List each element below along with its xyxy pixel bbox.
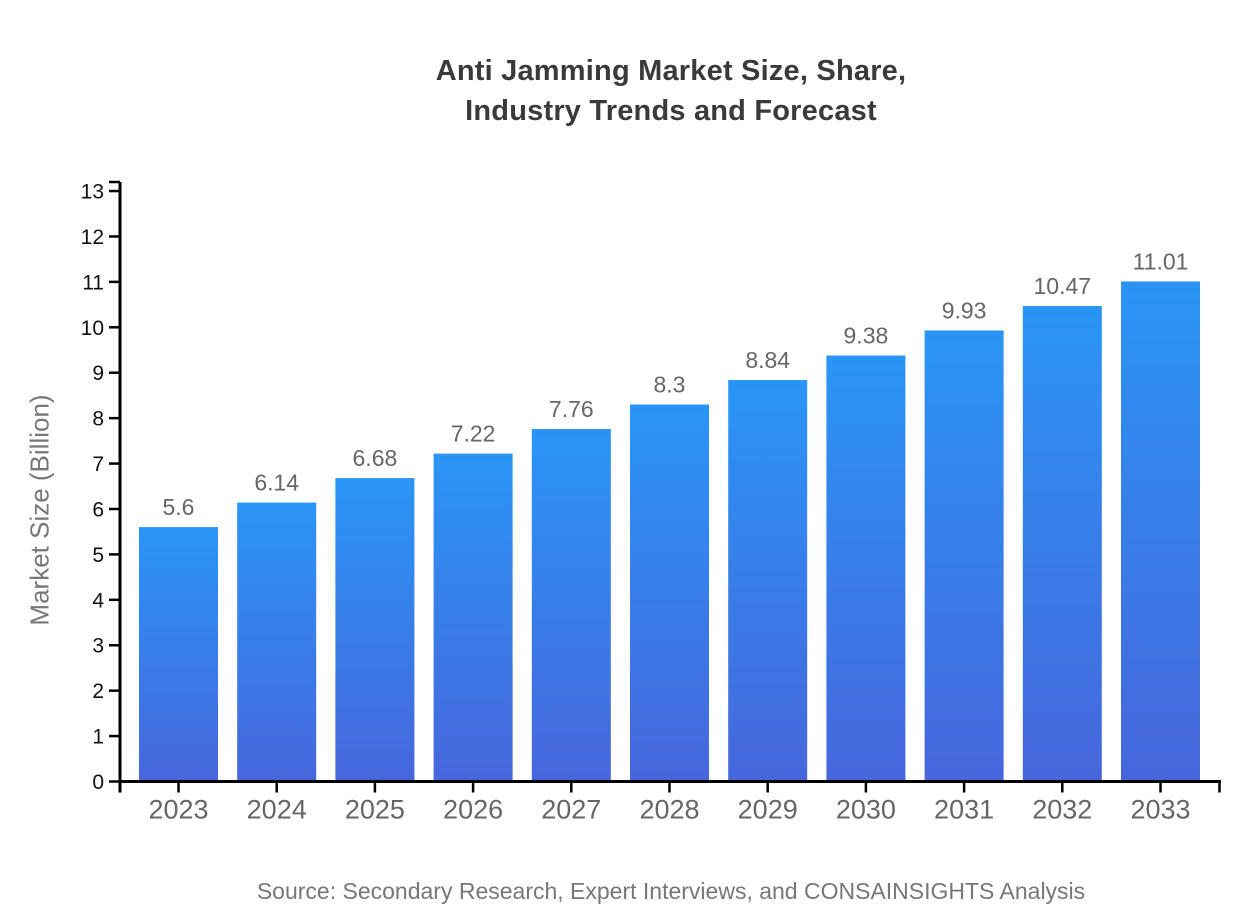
- x-tick-label: 2024: [247, 795, 307, 825]
- bar-2030: [826, 355, 906, 782]
- source-note: Source: Secondary Research, Expert Inter…: [256, 878, 1086, 904]
- x-tick-label: 2023: [148, 795, 208, 825]
- bar-2026: [433, 453, 513, 782]
- x-tick-label: 2026: [443, 795, 503, 825]
- y-tick-label: 11: [82, 271, 104, 294]
- x-tick-label: 2029: [738, 795, 798, 825]
- y-tick-label: 12: [81, 226, 104, 249]
- y-tick-label: 0: [92, 771, 104, 794]
- x-tick-label: 2025: [345, 795, 405, 825]
- y-tick-label: 8: [92, 408, 104, 431]
- y-tick-label: 2: [92, 680, 104, 703]
- bar-value-label: 6.14: [254, 470, 299, 496]
- x-tick-label: 2027: [541, 795, 601, 825]
- bar-value-label: 7.22: [451, 421, 496, 447]
- y-tick-label: 10: [81, 317, 104, 340]
- y-tick-label: 7: [92, 453, 104, 476]
- y-tick-label: 1: [92, 726, 104, 749]
- y-tick-label: 13: [81, 181, 104, 204]
- x-tick-label: 2032: [1032, 795, 1092, 825]
- bar-2025: [335, 478, 415, 782]
- y-tick-label: 9: [92, 362, 104, 385]
- bar-value-label: 9.38: [844, 323, 889, 349]
- bar-2023: [139, 527, 218, 782]
- bar-value-label: 10.47: [1034, 273, 1092, 299]
- bar-2028: [630, 404, 709, 782]
- chart-title: Anti Jamming Market Size, Share, Industr…: [435, 55, 907, 127]
- bar-value-label: 7.76: [549, 396, 594, 422]
- bar-value-label: 5.6: [163, 494, 195, 520]
- x-tick-label: 2033: [1130, 795, 1190, 825]
- y-tick-label: 4: [92, 589, 104, 612]
- y-tick-label: 3: [92, 635, 104, 658]
- x-tick-label: 2030: [836, 795, 896, 825]
- y-tick-label: 6: [92, 498, 104, 521]
- bar-value-label: 6.68: [353, 445, 398, 471]
- bar-value-label: 8.3: [654, 372, 686, 398]
- x-tick-label: 2028: [639, 795, 699, 825]
- bar-2033: [1121, 281, 1200, 782]
- bar-value-label: 8.84: [745, 347, 790, 373]
- bar-2027: [531, 429, 611, 782]
- y-tick-label: 5: [92, 544, 104, 567]
- bar-2024: [237, 502, 317, 782]
- bar-2029: [728, 380, 808, 782]
- bar-2031: [924, 330, 1004, 782]
- bar-value-label: 11.01: [1133, 248, 1189, 274]
- bar-2032: [1022, 306, 1102, 782]
- bar-value-label: 9.93: [942, 298, 987, 324]
- x-tick-label: 2031: [934, 795, 994, 825]
